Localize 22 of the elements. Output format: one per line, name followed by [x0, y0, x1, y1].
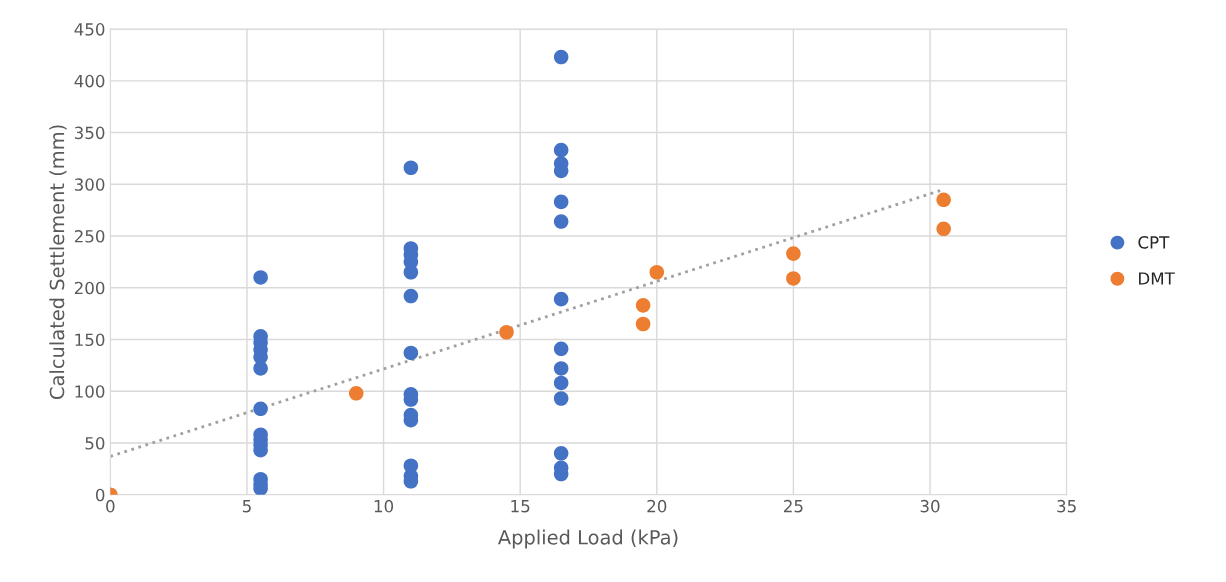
legend-label: CPT [1138, 236, 1170, 249]
y-tick-label: 400 [74, 74, 105, 88]
y-tick-label: 150 [75, 333, 105, 347]
x-tick-label: 10 [374, 499, 394, 513]
x-tick-label: 0 [106, 499, 115, 513]
y-tick-label: 450 [74, 23, 105, 36]
y-tick-label: 50 [85, 436, 105, 450]
y-tick-label: 250 [74, 230, 105, 243]
x-axis-title: Applied Load (kPa) [497, 529, 678, 549]
y-tick-label: 0 [95, 488, 105, 502]
x-tick-label: 5 [242, 500, 251, 513]
x-tick-label: 15 [511, 500, 530, 513]
x-tick-label: 25 [784, 499, 803, 513]
x-tick-label: 30 [920, 499, 940, 513]
y-tick-label: 300 [74, 178, 105, 191]
y-tick-label: 100 [75, 385, 105, 398]
x-tick-label: 20 [647, 499, 667, 513]
legend-label: DMT [1139, 272, 1175, 285]
x-tick-label: 35 [1057, 499, 1076, 513]
y-tick-label: 200 [74, 281, 105, 295]
y-tick-label: 350 [74, 126, 105, 140]
y-axis-title: Calculated Settlement (mm) [49, 125, 67, 399]
